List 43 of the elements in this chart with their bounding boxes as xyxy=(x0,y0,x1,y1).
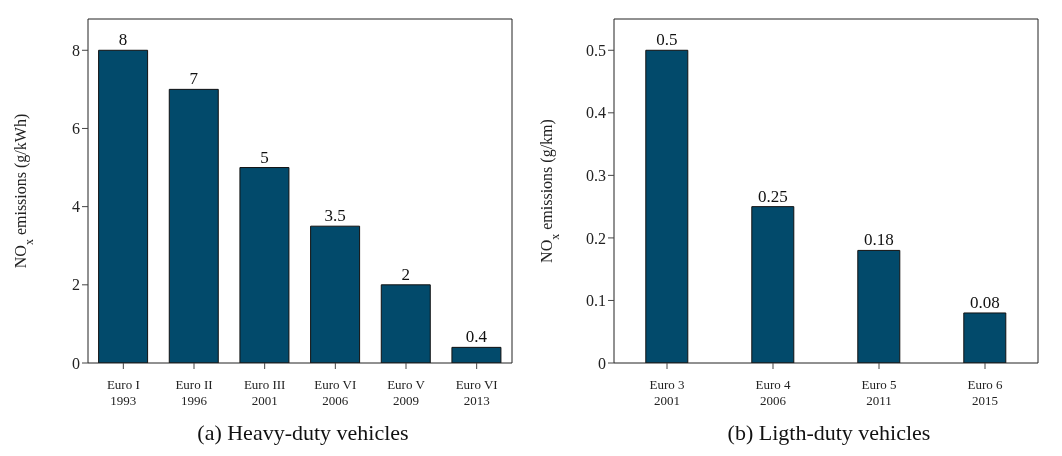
y-tick-label: 4 xyxy=(72,198,80,216)
y-tick-label: 6 xyxy=(72,120,80,138)
data-label: 0.08 xyxy=(969,292,1000,312)
bar xyxy=(168,88,219,363)
data-label: 0.4 xyxy=(465,327,488,347)
bar xyxy=(239,167,290,363)
bar xyxy=(963,312,1007,363)
bar xyxy=(98,49,149,363)
bar xyxy=(310,225,361,363)
y-tick-label: 2 xyxy=(72,276,80,294)
data-label: 0.18 xyxy=(863,230,894,250)
data-label: 3.5 xyxy=(324,206,346,226)
x-tick-label: Euro I 1993 xyxy=(106,377,140,408)
y-tick-label: 0.4 xyxy=(586,104,606,122)
x-tick-label: Euro 6 2015 xyxy=(967,377,1003,408)
y-tick-label: 0 xyxy=(72,354,80,372)
x-tick-label: Euro 3 2001 xyxy=(649,377,685,408)
y-tick-label: 0 xyxy=(598,354,606,372)
data-label: 7 xyxy=(189,69,199,89)
data-label: 2 xyxy=(401,264,411,284)
data-label: 8 xyxy=(118,30,128,50)
x-tick-label: Euro 5 2011 xyxy=(861,377,897,408)
y-tick-label: 0.1 xyxy=(586,292,606,310)
y-tick-label: 0.2 xyxy=(586,229,606,247)
x-tick-label: Euro VI 2013 xyxy=(455,377,498,408)
bar xyxy=(380,284,431,363)
data-label: 5 xyxy=(260,147,269,167)
x-tick-label: Euro VI 2006 xyxy=(314,377,357,408)
bar xyxy=(857,249,901,363)
y-tick-label: 8 xyxy=(72,41,80,59)
x-tick-label: Euro II 1996 xyxy=(175,377,213,408)
data-label: 0.5 xyxy=(656,30,678,50)
data-label: 0.25 xyxy=(757,186,788,206)
x-tick-label: Euro III 2001 xyxy=(243,377,286,408)
bar xyxy=(645,49,689,363)
text: (a) Heavy-duty vehicles xyxy=(196,420,410,446)
x-tick-label: Euro 4 2006 xyxy=(755,377,791,408)
text: (b) Ligth-duty vehicles xyxy=(726,420,932,446)
x-tick-label: Euro V 2009 xyxy=(387,377,426,408)
bar xyxy=(451,346,502,363)
y-tick-label: 0.5 xyxy=(586,41,606,59)
bar xyxy=(751,206,795,363)
y-tick-label: 0.3 xyxy=(586,167,606,185)
